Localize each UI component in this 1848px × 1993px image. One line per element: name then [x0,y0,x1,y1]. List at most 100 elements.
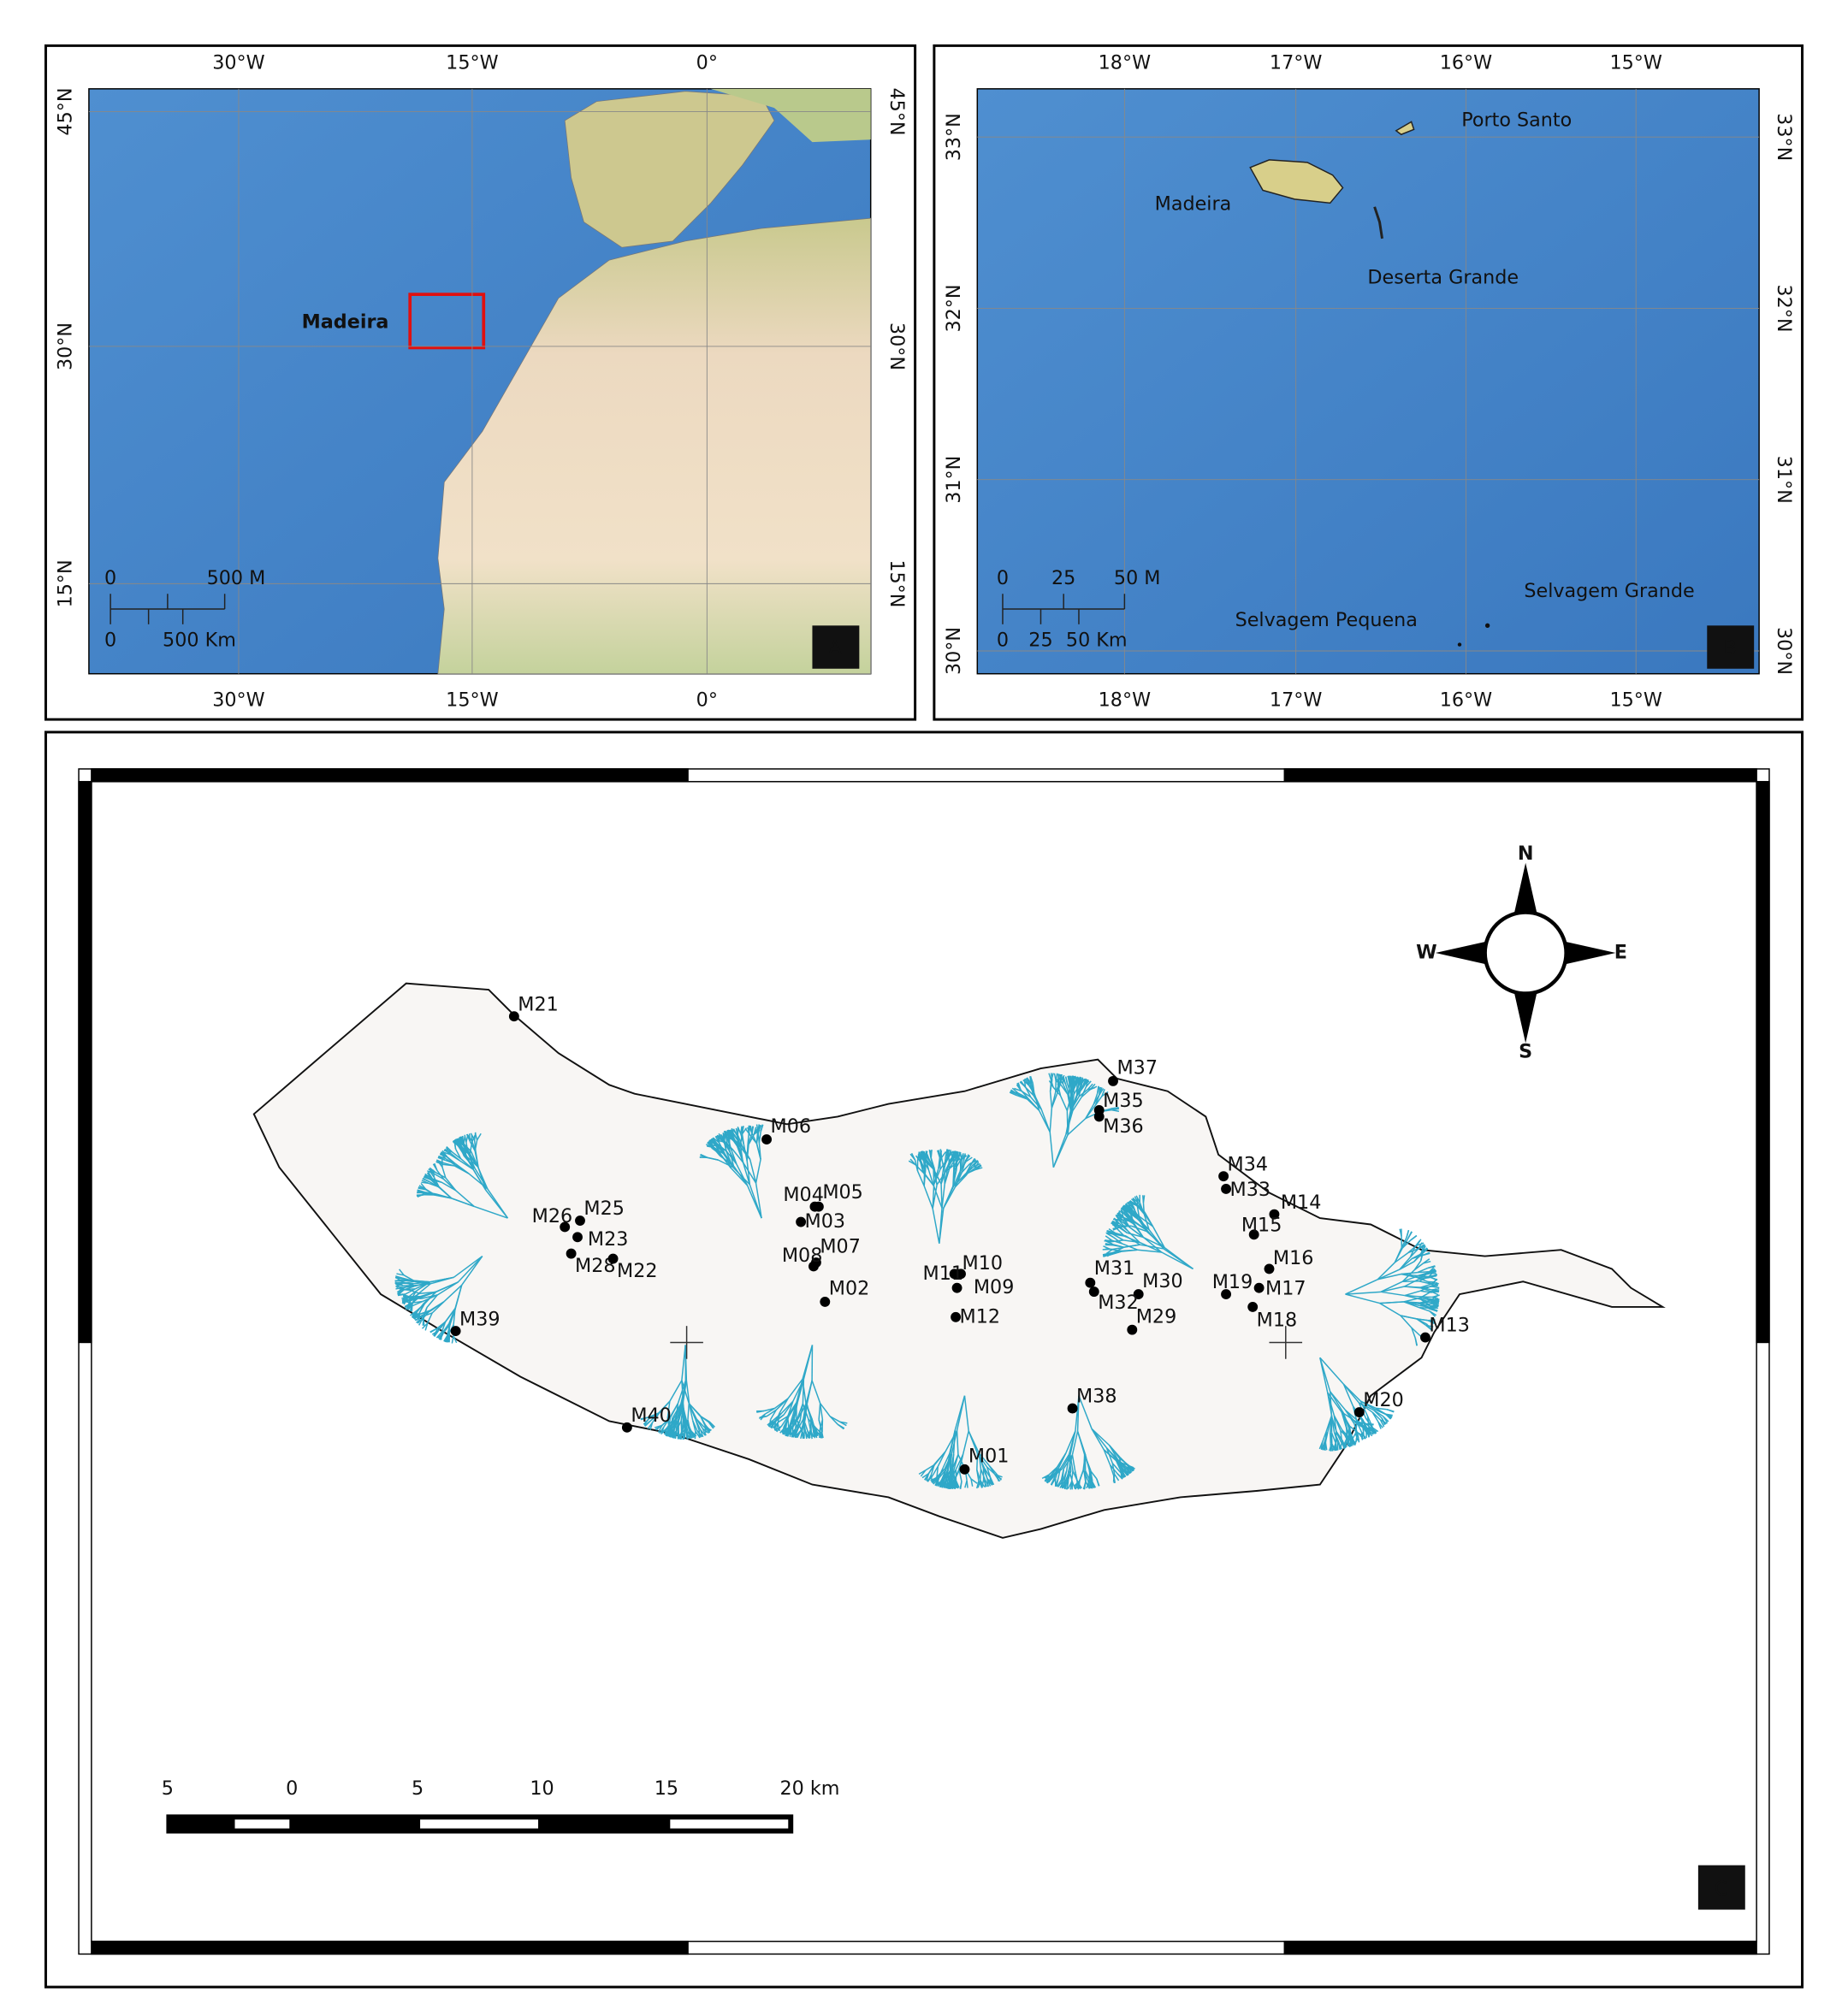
station-label: M34 [1228,1153,1269,1175]
tick-label: 15°W [446,52,498,74]
scale-label: 10 [530,1777,554,1800]
river [1084,1454,1085,1470]
station-label: M40 [631,1405,672,1427]
compass-letter: E [1614,942,1627,964]
station-label: M03 [805,1210,846,1233]
station-label: M17 [1265,1278,1306,1300]
tick-label: 15°N [886,559,908,607]
panel-label: A [829,637,843,659]
scale-label: 0 [104,630,116,652]
station-label: M06 [771,1115,812,1138]
scale-label: 0 [997,567,1009,589]
river [1089,1470,1090,1481]
tick-label: 32°N [1773,284,1795,332]
station-label: M19 [1212,1271,1253,1293]
station-marker [952,1283,962,1293]
selvagem-island [1458,642,1461,646]
river [1351,1439,1352,1446]
scale-label: 20 km [780,1777,840,1800]
compass-letter: W [1416,942,1437,964]
station-label: M23 [588,1228,629,1251]
river [1418,1277,1429,1278]
station-label: M35 [1103,1090,1144,1112]
station-label: M38 [1076,1386,1117,1408]
station-label: M29 [1136,1305,1177,1328]
tick-label: 30°N [943,627,965,675]
tick-label: 45°N [55,87,77,135]
tick-label: 0° [696,52,718,74]
station-label: M12 [960,1305,1001,1328]
station-marker [572,1232,583,1242]
tick-label: 17°W [1270,52,1322,74]
place-label: Porto Santo [1461,109,1572,131]
station-label: M25 [583,1198,625,1220]
river [1143,1195,1144,1203]
scale-label: 0 [997,630,1009,652]
tick-label: 30°W [212,689,264,711]
station-label: M11 [923,1263,964,1285]
tick-label: 45°N [886,87,908,135]
station-label: M08 [782,1245,823,1267]
station-label: M07 [820,1236,861,1258]
tick-label: 33°N [943,113,965,161]
river [1348,1439,1349,1446]
tick-label: 18°W [1099,52,1151,74]
place-label: Deserta Grande [1367,266,1519,288]
river [395,1278,403,1279]
station-label: M13 [1429,1315,1470,1337]
station-label: M26 [532,1205,573,1227]
river [756,1133,757,1144]
river [933,1168,934,1185]
panel-label: B [1723,637,1736,659]
river [419,1313,420,1321]
river [1070,1083,1071,1094]
selvagem-island [1485,624,1490,628]
station-label: M09 [974,1276,1015,1298]
scale-label: 5 [412,1777,424,1800]
place-label: Madeira [1155,192,1232,215]
station-label: M01 [968,1445,1010,1467]
place-label: Selvagem Grande [1524,580,1694,602]
scale-label: 25 [1028,630,1052,652]
scale-label: 50 M [1114,567,1161,589]
tick-label: 0° [696,689,718,711]
tick-label: 18°W [1099,689,1151,711]
place-label: Madeira [302,310,389,333]
tick-label: 30°W [212,52,264,74]
station-label: M05 [822,1181,863,1203]
river [699,1430,700,1438]
river [449,1323,450,1334]
river [683,1421,684,1432]
place-label: Selvagem Pequena [1235,609,1418,631]
river [946,1481,947,1488]
tick-label: 30°N [886,322,908,370]
river [1062,1480,1063,1487]
station-label: M10 [962,1252,1004,1274]
scale-label: 0 [104,567,116,589]
station-label: M20 [1363,1389,1404,1411]
station-label: M14 [1281,1192,1322,1214]
tick-label: 15°W [446,689,498,711]
station-label: M33 [1230,1179,1271,1201]
station-label: M22 [617,1260,658,1282]
panel-label: C [1715,1878,1728,1900]
scale-label: 5 [162,1777,174,1800]
station-label: M18 [1257,1310,1298,1332]
tick-label: 16°W [1440,52,1492,74]
tick-label: 15°N [55,559,77,607]
scale-label: 500 Km [163,630,236,652]
station-label: M36 [1103,1115,1144,1138]
river [941,1150,942,1158]
scale-label: 500 M [207,567,266,589]
tick-label: 17°W [1270,689,1322,711]
river [1364,1431,1365,1439]
station-label: M21 [518,993,559,1015]
river [423,1318,424,1326]
station-label: M02 [829,1278,870,1300]
tick-label: 31°N [1773,456,1795,504]
compass-letter: S [1519,1040,1532,1062]
tick-label: 31°N [943,456,965,504]
scale-label: 50 Km [1066,630,1128,652]
river [1072,1084,1073,1095]
